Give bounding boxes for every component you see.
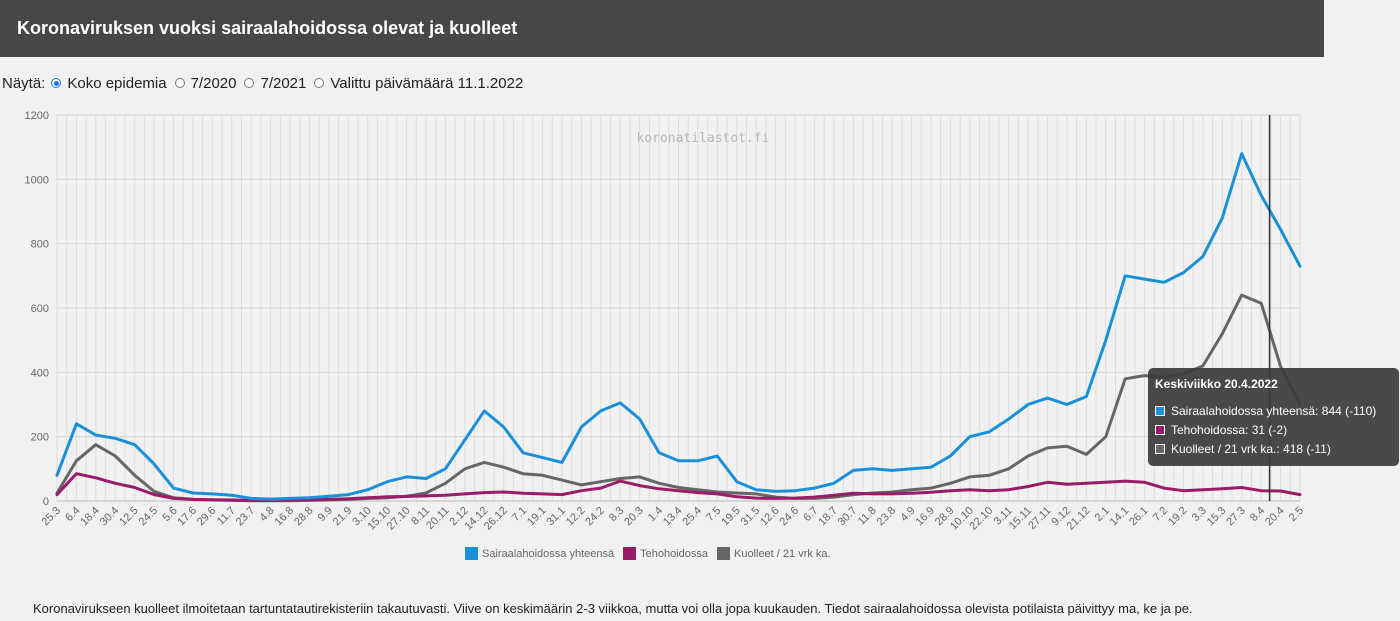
watermark-text: koronatilastot.fi	[636, 131, 769, 146]
x-tick-label: 15.3	[1205, 505, 1229, 529]
x-tick-label: 19.2	[1166, 505, 1190, 529]
legend-item-hospital[interactable]: Sairaalahoidossa yhteensä	[465, 547, 614, 560]
x-tick-label: 14.1	[1108, 505, 1132, 529]
hospital-chart[interactable]: 0 200 400 600 800 1000 1200 koronatilastot.fi 25…	[0, 100, 1400, 540]
x-tick-label: 19.5	[719, 505, 743, 529]
tooltip-text-deaths: Kuolleet / 21 vrk ka.: 418 (-11)	[1171, 441, 1331, 456]
view-option-selected-date[interactable]: Valittu päivämäärä 11.1.2022	[314, 75, 523, 92]
chart-legend: Sairaalahoidossa yhteensä Tehohoidossa K…	[465, 547, 840, 560]
x-tick-label: 12.2	[564, 505, 588, 529]
view-option-7-2020[interactable]: 7/2020	[174, 74, 237, 92]
x-tick-label: 11.8	[856, 505, 879, 528]
x-tick-label: 16.9	[913, 505, 937, 529]
legend-label-deaths: Kuolleet / 21 vrk ka.	[733, 547, 831, 560]
x-tick-label: 12.6	[758, 505, 782, 529]
tooltip-swatch-hospital	[1155, 405, 1165, 416]
view-filter-label: Näytä:	[2, 74, 46, 92]
legend-item-deaths[interactable]: Kuolleet / 21 vrk ka.	[716, 547, 831, 560]
legend-label-hospital: Sairaalahoidossa yhteensä	[482, 547, 615, 560]
tooltip-text-icu: Tehohoidossa: 31 (-2)	[1171, 422, 1288, 437]
series-line-hospital	[55, 152, 1302, 501]
chart-tooltip: Keskiviikko 20.4.2022 Sairaalahoidossa y…	[1148, 368, 1399, 466]
y-tick-label: 200	[31, 432, 49, 444]
tooltip-title: Keskiviikko 20.4.2022	[1155, 377, 1278, 391]
tooltip-row-icu: Tehohoidossa: 31 (-2)	[1155, 421, 1392, 438]
x-tick-label: 25.4	[680, 505, 704, 529]
x-tick-label: 24.2	[583, 505, 607, 529]
x-tick-label: 26.1	[1127, 505, 1151, 529]
legend-swatch-deaths	[716, 547, 730, 560]
x-tick-label: 24.6	[778, 505, 802, 529]
x-tick-label: 20.4	[1263, 505, 1287, 529]
legend-item-icu[interactable]: Tehohoidossa	[623, 547, 708, 560]
x-tick-label: 23.7	[234, 505, 258, 529]
footer-note: Koronavirukseen kuolleet ilmoitetaan tar…	[33, 601, 1193, 616]
tooltip-swatch-icu	[1155, 424, 1165, 435]
view-option-whole-epidemic[interactable]: Koko epidemia	[51, 74, 167, 92]
radio-button[interactable]	[244, 78, 255, 88]
legend-swatch-icu	[623, 547, 637, 560]
x-tick-label: 27.3	[1224, 505, 1248, 529]
x-tick-label: 16.8	[273, 505, 297, 529]
x-tick-label: 21.9	[331, 505, 355, 529]
y-tick-label: 0	[43, 496, 49, 508]
x-tick-label: 12.5	[117, 505, 141, 529]
tooltip-text-hospital: Sairaalahoidossa yhteensä: 844 (-110)	[1171, 403, 1377, 418]
view-option-label: 7/2021	[260, 74, 307, 92]
x-tick-label: 29.6	[195, 505, 219, 529]
legend-label-icu: Tehohoidossa	[640, 547, 708, 560]
page-title: Koronaviruksen vuoksi sairaalahoidossa o…	[17, 18, 518, 38]
x-tick-label: 30.4	[98, 505, 122, 529]
x-tick-label: 30.7	[836, 505, 860, 529]
x-tick-label: 20.3	[622, 505, 646, 529]
page-title-bar: Koronaviruksen vuoksi sairaalahoidossa o…	[0, 0, 1324, 57]
y-tick-label: 600	[31, 303, 49, 315]
x-tick-label: 25.3	[39, 505, 63, 529]
y-tick-label: 1200	[25, 110, 49, 122]
x-tick-label: 31.5	[739, 505, 763, 529]
y-tick-label: 800	[31, 239, 49, 251]
tooltip-row-hospital: Sairaalahoidossa yhteensä: 844 (-110)	[1155, 402, 1392, 419]
y-tick-label: 400	[31, 367, 49, 379]
x-tick-label: 13.4	[661, 505, 685, 529]
y-tick-label: 1000	[25, 174, 49, 186]
view-option-label: Koko epidemia	[67, 74, 167, 92]
x-tick-label: 19.1	[525, 505, 549, 529]
radio-button[interactable]	[51, 78, 62, 88]
x-tick-label: 28.8	[292, 505, 316, 529]
x-tick-label: 2.5	[1287, 505, 1306, 524]
radio-button[interactable]	[314, 78, 325, 88]
series-line-icu	[55, 472, 1302, 502]
view-option-label: 7/2020	[190, 74, 237, 92]
x-tick-label: 11.7	[215, 505, 238, 528]
legend-swatch-hospital	[465, 547, 478, 560]
x-tick-label: 23.8	[875, 505, 899, 529]
x-tick-label: 31.1	[544, 505, 568, 529]
x-tick-label: 18.4	[78, 505, 102, 529]
view-filter: Näytä: Koko epidemia 7/2020 7/2021 Valit…	[2, 73, 531, 93]
x-tick-label: 24.5	[137, 505, 161, 529]
x-tick-label: 17.6	[175, 505, 199, 529]
radio-button[interactable]	[174, 78, 185, 88]
view-option-7-2021[interactable]: 7/2021	[244, 75, 306, 92]
tooltip-row-deaths: Kuolleet / 21 vrk ka.: 418 (-11)	[1155, 440, 1392, 457]
x-tick-label: 18.7	[816, 505, 840, 529]
tooltip-swatch-deaths	[1155, 443, 1165, 454]
view-option-label: Valittu päivämäärä 11.1.2022	[330, 74, 524, 92]
